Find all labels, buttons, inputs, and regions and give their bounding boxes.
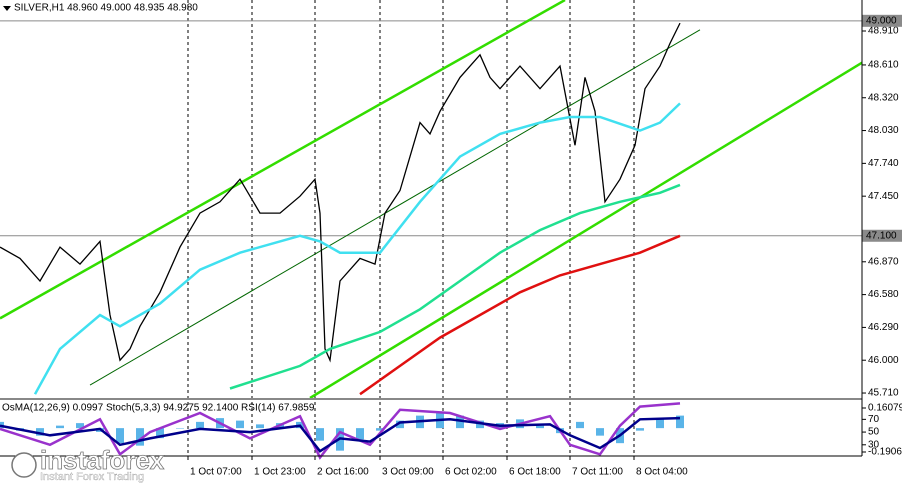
osma-bar — [396, 420, 404, 429]
osma-bar — [536, 425, 544, 429]
y-tick-label: 46.870 — [868, 256, 899, 267]
price-level-box — [862, 229, 902, 242]
series-line — [0, 402, 681, 460]
osma-bar — [656, 418, 664, 429]
price-level-box — [862, 14, 902, 27]
x-tick-label: 8 Oct 04:00 — [636, 467, 688, 478]
y-tick-label: 46.290 — [868, 322, 899, 333]
y-tick-label: 48.910 — [868, 26, 899, 37]
trendline — [0, 0, 566, 320]
x-tick-label: 6 Oct 18:00 — [509, 467, 561, 478]
osma-bar — [256, 424, 264, 429]
osma-bar — [176, 428, 184, 429]
osma-bar — [136, 428, 144, 446]
indicator-title: OsMA(12,26,9) 0.0997 Stoch(5,3,3) 94.927… — [2, 403, 315, 414]
y-tick-label: 47.450 — [868, 191, 899, 202]
series-line — [0, 416, 681, 453]
title-icon — [3, 6, 11, 11]
osma-bar — [76, 423, 84, 429]
price-level-label: 49.000 — [866, 15, 897, 26]
y-tick-label: 46.000 — [868, 355, 899, 366]
logo-tagline: Instant Forex Trading — [40, 471, 144, 483]
osma-bar — [576, 421, 584, 429]
x-tick-label: 6 Oct 02:00 — [445, 467, 497, 478]
osma-bar — [636, 428, 644, 431]
trendline — [309, 61, 863, 400]
x-tick-label: 1 Oct 07:00 — [190, 467, 242, 478]
osma-bar — [456, 415, 464, 429]
osma-bar — [156, 428, 164, 439]
y-tick-label: 47.740 — [868, 158, 899, 169]
series-line — [33, 102, 681, 395]
y-tick-label: 46.580 — [868, 289, 899, 300]
trendline — [89, 29, 701, 386]
osma-bar — [36, 428, 44, 436]
price-level-label: 47.100 — [866, 230, 897, 241]
y-tick-label: 48.320 — [868, 92, 899, 103]
osma-bar — [316, 428, 324, 441]
logo-name: instaforex — [40, 445, 165, 475]
y-tick-label: 50 — [868, 427, 880, 438]
osma-bar — [376, 428, 384, 431]
series-line — [359, 234, 681, 396]
series-line — [229, 183, 681, 390]
y-tick-label: 30 — [868, 439, 880, 450]
series-line — [0, 22, 681, 363]
y-tick-label: 48.610 — [868, 60, 899, 71]
osma-bar — [116, 428, 124, 444]
x-tick-label: 2 Oct 16:00 — [317, 467, 369, 478]
osma-bar — [676, 415, 684, 429]
logo-icon — [11, 452, 37, 478]
y-tick-label: 45.710 — [868, 388, 899, 399]
x-tick-label: 1 Oct 23:00 — [254, 467, 306, 478]
y2-tick-label: -0.19062 — [868, 447, 902, 458]
y2-tick-label: 0.16079 — [868, 403, 902, 414]
osma-bar — [56, 425, 64, 429]
y-tick-label: 48.030 — [868, 125, 899, 136]
osma-bar — [356, 428, 364, 440]
osma-bar — [236, 420, 244, 429]
osma-bar — [596, 428, 604, 436]
chart-title: SILVER,H1 48.960 49.000 48.935 48.980 — [14, 3, 198, 14]
x-tick-label: 7 Oct 11:00 — [572, 467, 623, 478]
x-tick-label: 3 Oct 09:00 — [382, 467, 434, 478]
osma-bar — [196, 421, 204, 429]
y-tick-label: 70 — [868, 414, 880, 425]
panel-divider — [0, 398, 862, 400]
